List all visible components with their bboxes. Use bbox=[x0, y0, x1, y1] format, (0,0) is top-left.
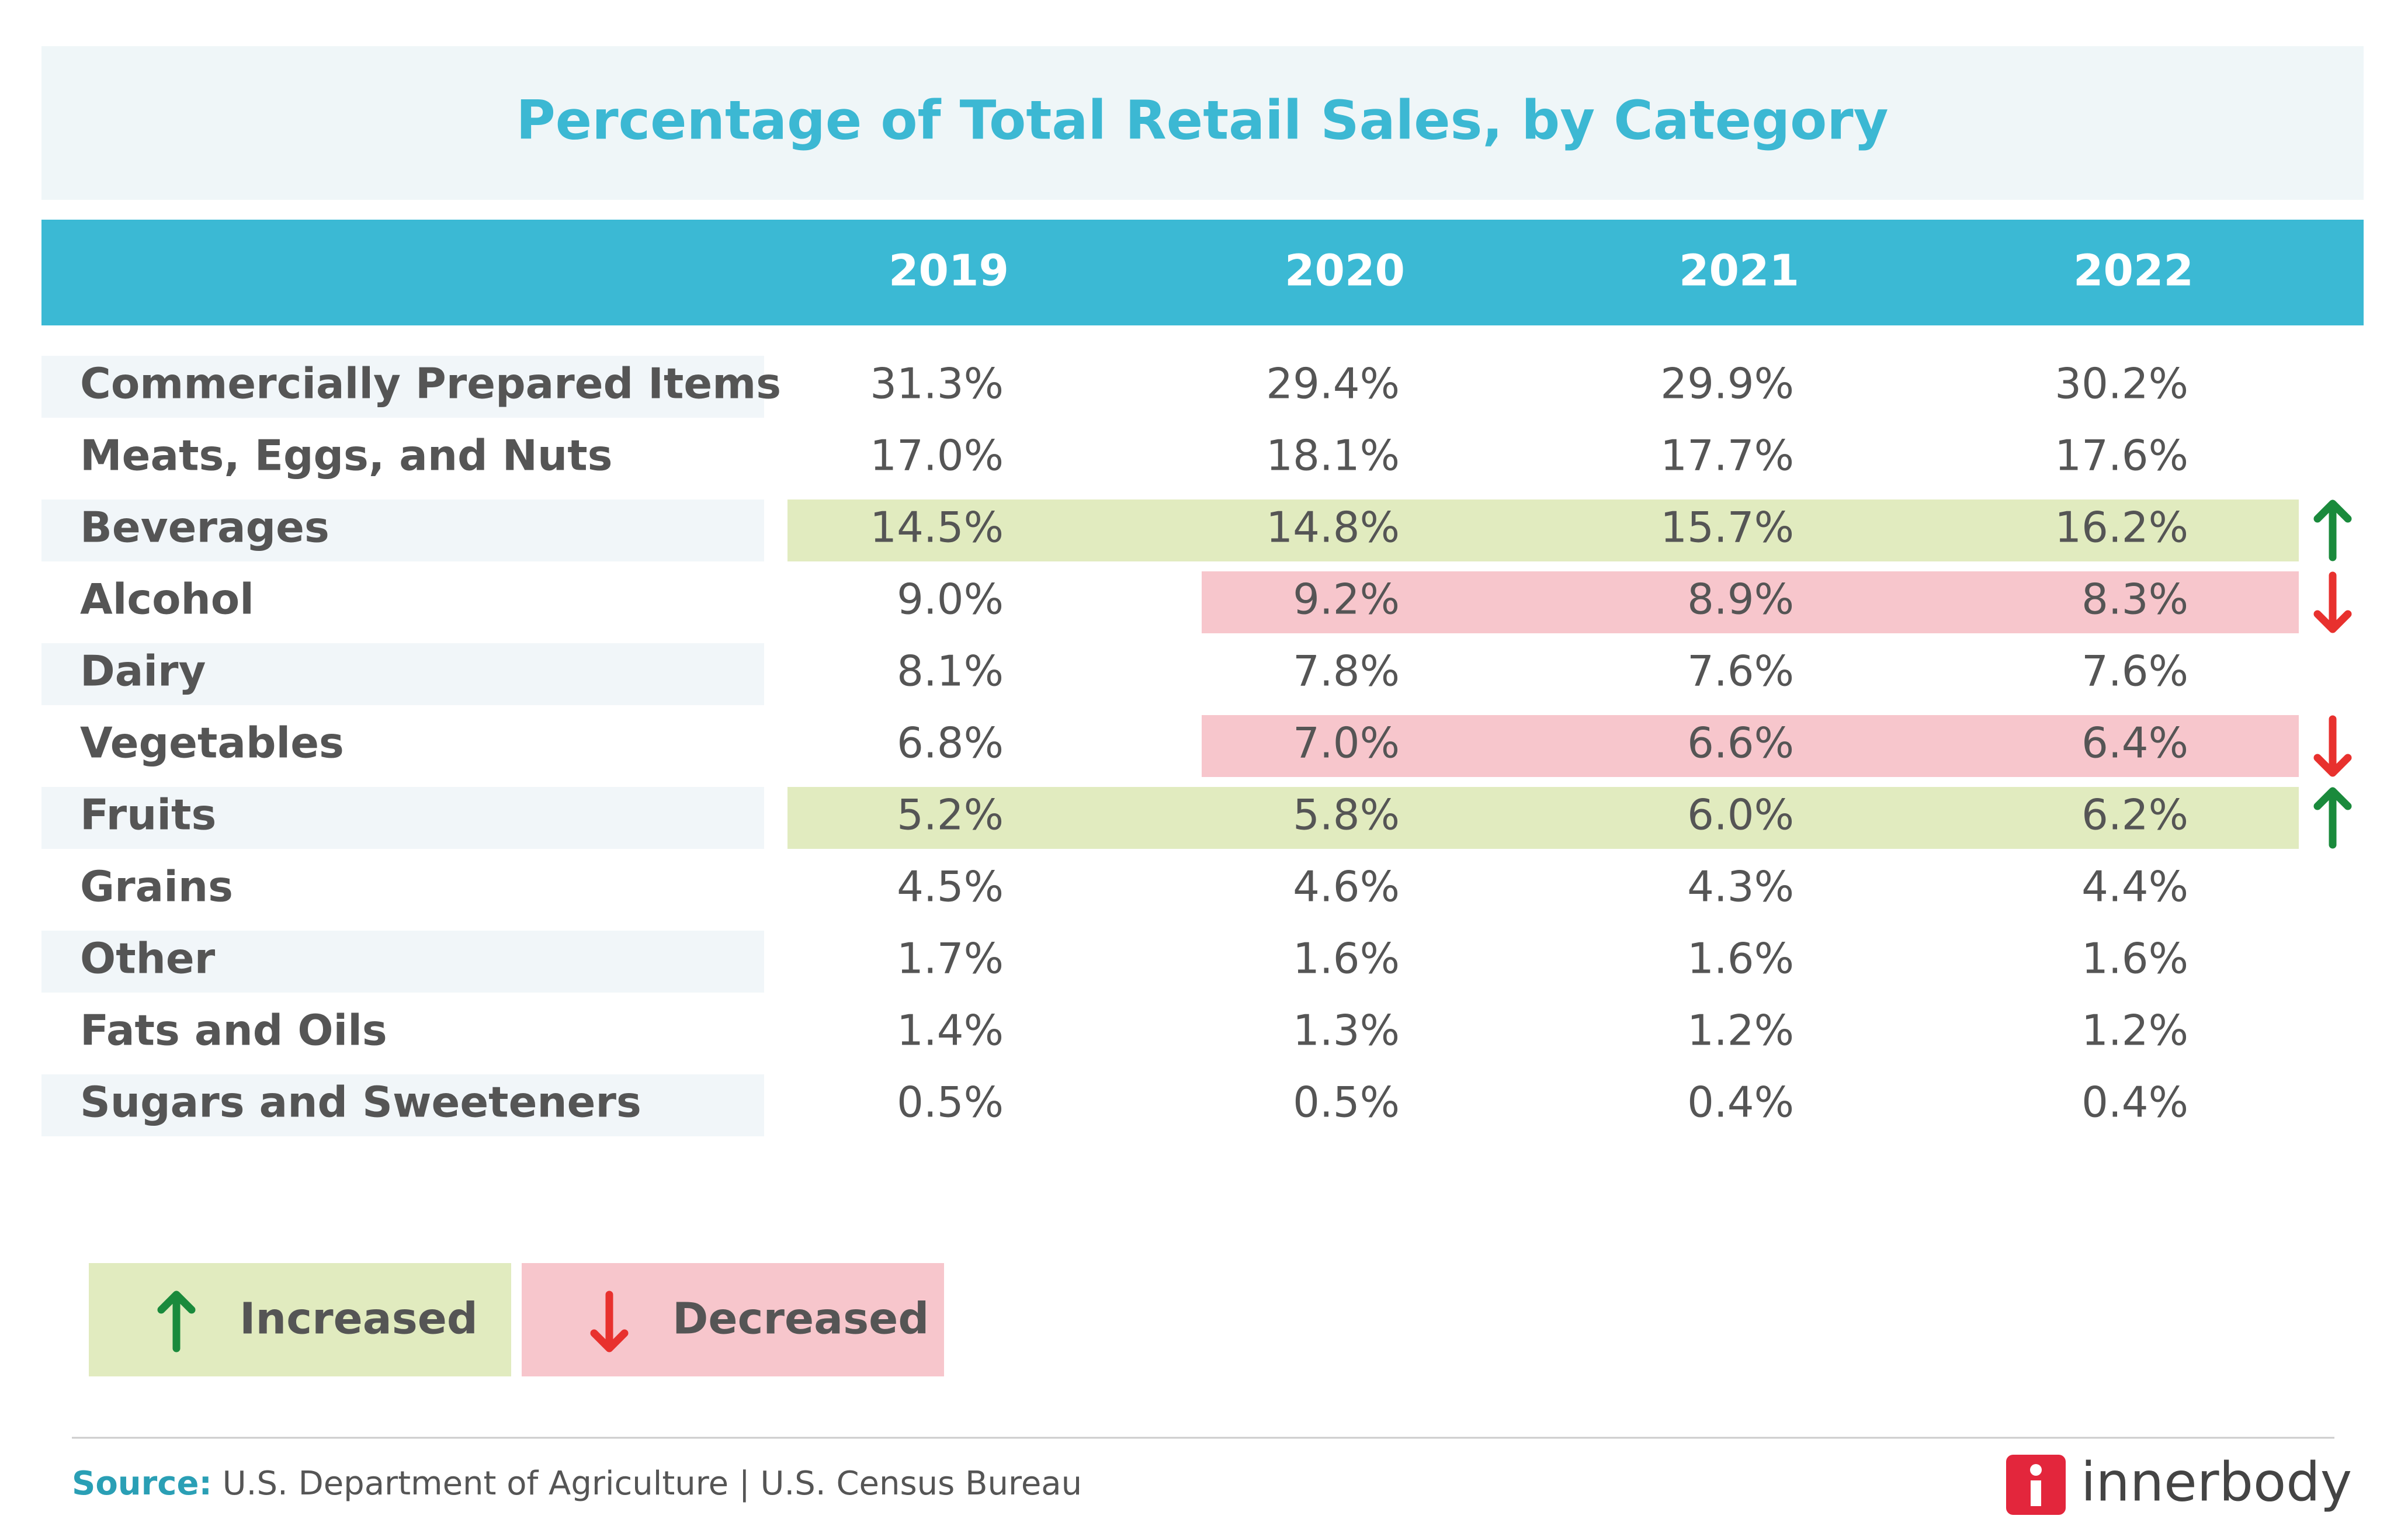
column-header: 2022 bbox=[2073, 246, 2194, 296]
label-band bbox=[41, 931, 764, 993]
label-band bbox=[41, 1074, 764, 1136]
cell: 4.6% bbox=[1293, 862, 1400, 911]
cell: 8.9% bbox=[1687, 575, 1794, 624]
row-label: Dairy bbox=[80, 647, 206, 696]
highlight bbox=[1202, 715, 2299, 777]
trend-arrow bbox=[2313, 715, 2352, 777]
cell: 7.6% bbox=[2081, 647, 2188, 696]
header-bar bbox=[41, 220, 2364, 325]
label-band bbox=[41, 787, 764, 849]
cell: 6.4% bbox=[2081, 719, 2188, 768]
cell: 8.1% bbox=[897, 647, 1004, 696]
cell: 5.2% bbox=[897, 790, 1004, 840]
label-band bbox=[41, 643, 764, 705]
row-label: Vegetables bbox=[80, 719, 344, 768]
title-band bbox=[41, 46, 2364, 200]
highlight bbox=[787, 787, 2299, 849]
cell: 0.4% bbox=[2081, 1078, 2188, 1127]
cell: 29.4% bbox=[1266, 359, 1400, 408]
logo-stem bbox=[2031, 1480, 2041, 1506]
legend-label: Decreased bbox=[672, 1294, 929, 1344]
cell: 14.5% bbox=[870, 503, 1004, 552]
cell: 1.7% bbox=[897, 934, 1004, 983]
brand: innerbody bbox=[2081, 1451, 2352, 1513]
cell: 4.4% bbox=[2081, 862, 2188, 911]
source: Source: U.S. Department of Agriculture |… bbox=[72, 1465, 1082, 1503]
column-header: 2021 bbox=[1679, 246, 1799, 296]
cell: 29.9% bbox=[1660, 359, 1794, 408]
cell: 0.5% bbox=[1293, 1078, 1400, 1127]
legend-arrow bbox=[590, 1291, 629, 1352]
trend-arrow bbox=[2313, 500, 2352, 561]
cell: 15.7% bbox=[1660, 503, 1794, 552]
row-label: Grains bbox=[80, 862, 233, 911]
cell: 7.6% bbox=[1687, 647, 1794, 696]
row-label: Fruits bbox=[80, 790, 216, 840]
cell: 16.2% bbox=[2055, 503, 2188, 552]
cell: 7.8% bbox=[1293, 647, 1400, 696]
row-label: Fats and Oils bbox=[80, 1006, 387, 1055]
column-header: 2020 bbox=[1285, 246, 1405, 296]
cell: 5.8% bbox=[1293, 790, 1400, 840]
cell: 4.5% bbox=[897, 862, 1004, 911]
cell: 9.0% bbox=[897, 575, 1004, 624]
cell: 17.6% bbox=[2055, 431, 2188, 480]
trend-arrow bbox=[2313, 787, 2352, 849]
cell: 1.2% bbox=[1687, 1006, 1794, 1055]
cell: 6.2% bbox=[2081, 790, 2188, 840]
label-band bbox=[41, 500, 764, 561]
cell: 7.0% bbox=[1293, 719, 1400, 768]
legend-box bbox=[89, 1263, 511, 1376]
cell: 0.5% bbox=[897, 1078, 1004, 1127]
cell: 31.3% bbox=[870, 359, 1004, 408]
cell: 8.3% bbox=[2081, 575, 2188, 624]
trend-arrow bbox=[2313, 571, 2352, 633]
row-label: Alcohol bbox=[80, 575, 254, 624]
cell: 4.3% bbox=[1687, 862, 1794, 911]
cell: 0.4% bbox=[1687, 1078, 1794, 1127]
row-label: Commercially Prepared Items bbox=[80, 359, 781, 408]
cell: 6.0% bbox=[1687, 790, 1794, 840]
cell: 18.1% bbox=[1266, 431, 1400, 480]
row-label: Other bbox=[80, 934, 216, 983]
row-label: Meats, Eggs, and Nuts bbox=[80, 431, 613, 480]
title: Percentage of Total Retail Sales, by Cat… bbox=[516, 89, 1888, 151]
cell: 6.8% bbox=[897, 719, 1004, 768]
cell: 14.8% bbox=[1266, 503, 1400, 552]
column-header: 2019 bbox=[889, 246, 1009, 296]
cell: 6.6% bbox=[1687, 719, 1794, 768]
label-band bbox=[41, 356, 764, 418]
cell: 1.6% bbox=[1293, 934, 1400, 983]
legend-label: Increased bbox=[240, 1294, 478, 1344]
logo-dot bbox=[2030, 1464, 2042, 1476]
legend-box bbox=[522, 1263, 944, 1376]
cell: 1.4% bbox=[897, 1006, 1004, 1055]
cell: 30.2% bbox=[2055, 359, 2188, 408]
source-label: Source: bbox=[72, 1465, 212, 1503]
cell: 17.7% bbox=[1660, 431, 1794, 480]
cell: 17.0% bbox=[870, 431, 1004, 480]
cell: 1.6% bbox=[2081, 934, 2188, 983]
cell: 1.3% bbox=[1293, 1006, 1400, 1055]
cell: 9.2% bbox=[1293, 575, 1400, 624]
cell: 1.6% bbox=[1687, 934, 1794, 983]
row-label: Beverages bbox=[80, 503, 329, 552]
cell: 1.2% bbox=[2081, 1006, 2188, 1055]
highlight bbox=[1202, 571, 2299, 633]
highlight bbox=[787, 500, 2299, 561]
row-label: Sugars and Sweeteners bbox=[80, 1078, 641, 1127]
legend-arrow bbox=[157, 1291, 196, 1352]
source-text: U.S. Department of Agriculture | U.S. Ce… bbox=[223, 1465, 1082, 1503]
